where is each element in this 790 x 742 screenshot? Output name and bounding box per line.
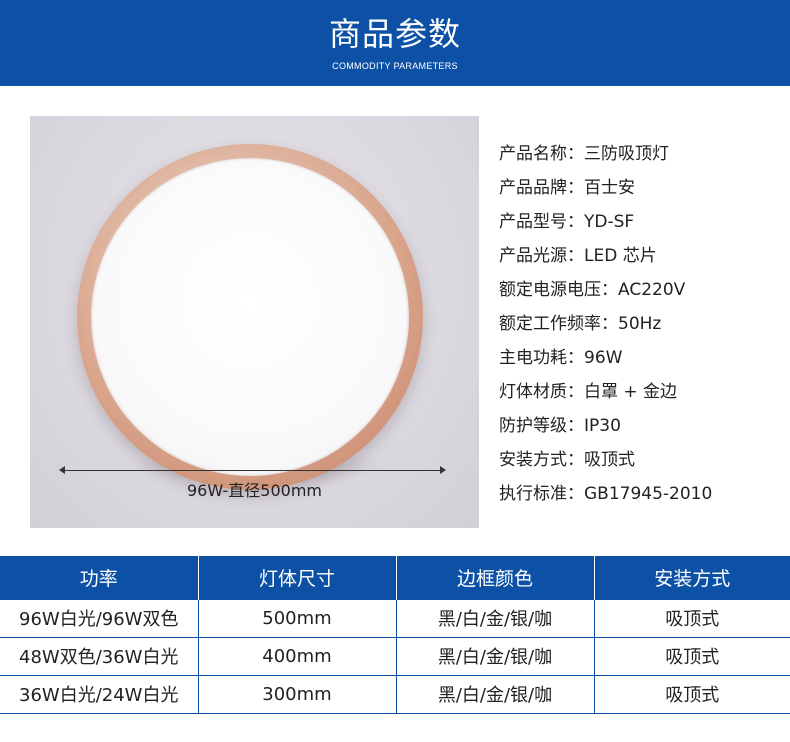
param-row: 额定工作频率：50Hz xyxy=(499,310,789,344)
dimension-label: 96W-直径500mm xyxy=(186,481,323,500)
param-value: 三防吸顶灯 xyxy=(584,144,669,164)
parameter-list: 产品名称：三防吸顶灯 产品品牌：百士安 产品型号：YD-SF 产品光源：LED … xyxy=(499,140,789,514)
column-header-install: 安装方式 xyxy=(594,556,790,599)
header-banner: 商品参数 COMMODITY PARAMETERS xyxy=(0,0,790,86)
table-row: 36W白光/24W白光 300mm 黑/白/金/银/咖 吸顶式 xyxy=(0,674,790,714)
lamp-diffuser xyxy=(91,158,409,476)
product-image-panel: 96W-直径500mm xyxy=(30,116,479,528)
param-row: 额定电源电压：AC220V xyxy=(499,276,789,310)
table-cell: 36W白光/24W白光 xyxy=(0,674,199,714)
param-value: 50Hz xyxy=(618,314,662,334)
table-cell: 500mm xyxy=(197,598,397,638)
param-label: 额定工作频率： xyxy=(499,314,618,334)
table-row: 48W双色/36W白光 400mm 黑/白/金/银/咖 吸顶式 xyxy=(0,636,790,676)
param-value: 白罩 + 金边 xyxy=(584,382,678,402)
param-label: 灯体材质： xyxy=(499,382,584,402)
param-value: GB17945-2010 xyxy=(584,484,713,504)
param-label: 产品名称： xyxy=(499,144,584,164)
param-label: 安装方式： xyxy=(499,450,584,470)
dimension-line xyxy=(61,470,444,471)
param-row: 安装方式：吸顶式 xyxy=(499,446,789,480)
column-header-frame-color: 边框颜色 xyxy=(396,556,595,599)
param-value: YD-SF xyxy=(584,212,635,232)
param-row: 主电功耗：96W xyxy=(499,344,789,378)
param-label: 主电功耗： xyxy=(499,348,584,368)
param-row: 执行标准：GB17945-2010 xyxy=(499,480,789,514)
table-cell: 黑/白/金/银/咖 xyxy=(395,674,595,714)
table-cell: 吸顶式 xyxy=(593,598,790,638)
param-label: 产品品牌： xyxy=(499,178,584,198)
arrow-right-icon xyxy=(440,466,446,474)
table-cell: 96W白光/96W双色 xyxy=(0,598,199,638)
table-cell: 48W双色/36W白光 xyxy=(0,636,199,676)
param-value: 百士安 xyxy=(584,178,635,198)
table-cell: 吸顶式 xyxy=(593,636,790,676)
table-cell: 黑/白/金/银/咖 xyxy=(395,636,595,676)
page-subtitle: COMMODITY PARAMETERS xyxy=(332,61,458,71)
ceiling-lamp-image xyxy=(77,144,423,490)
param-label: 防护等级： xyxy=(499,416,584,436)
param-value: 96W xyxy=(584,348,623,368)
table-row: 96W白光/96W双色 500mm 黑/白/金/银/咖 吸顶式 xyxy=(0,598,790,638)
param-label: 执行标准： xyxy=(499,484,584,504)
param-row: 防护等级：IP30 xyxy=(499,412,789,446)
column-header-size: 灯体尺寸 xyxy=(198,556,397,599)
table-cell: 吸顶式 xyxy=(593,674,790,714)
table-cell: 300mm xyxy=(197,674,397,714)
param-value: AC220V xyxy=(618,280,686,300)
param-row: 产品型号：YD-SF xyxy=(499,208,789,242)
table-cell: 400mm xyxy=(197,636,397,676)
param-row: 产品名称：三防吸顶灯 xyxy=(499,140,789,174)
table-header-row: 功率 灯体尺寸 边框颜色 安装方式 xyxy=(0,556,790,599)
param-label: 额定电源电压： xyxy=(499,280,618,300)
param-label: 产品型号： xyxy=(499,212,584,232)
param-row: 产品品牌：百士安 xyxy=(499,174,789,208)
param-row: 灯体材质：白罩 + 金边 xyxy=(499,378,789,412)
table-cell: 黑/白/金/银/咖 xyxy=(395,598,595,638)
param-value: IP30 xyxy=(584,416,621,436)
spec-table: 功率 灯体尺寸 边框颜色 安装方式 96W白光/96W双色 500mm 黑/白/… xyxy=(0,556,790,714)
param-row: 产品光源：LED 芯片 xyxy=(499,242,789,276)
param-value: LED 芯片 xyxy=(584,246,657,266)
param-label: 产品光源： xyxy=(499,246,584,266)
param-value: 吸顶式 xyxy=(584,450,635,470)
column-header-power: 功率 xyxy=(0,556,199,599)
page-title: 商品参数 xyxy=(328,15,461,53)
